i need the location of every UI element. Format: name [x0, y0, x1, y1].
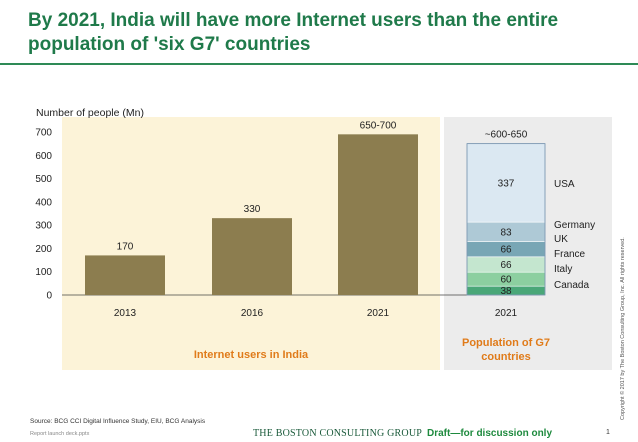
g7-segment-value: 38: [500, 286, 512, 297]
y-tick-label: 0: [46, 291, 52, 302]
g7-country-label-italy: Italy: [554, 264, 572, 275]
g7-total-label: ~600-650: [485, 130, 528, 141]
g7-group-label-line1: Population of G7: [462, 337, 550, 349]
g7-country-label-canada: Canada: [554, 280, 589, 291]
g7-group-label-line2: countries: [481, 351, 531, 363]
page-title: By 2021, India will have more Internet u…: [28, 10, 559, 55]
india-value-label: 330: [244, 204, 261, 215]
y-tick-label: 100: [35, 267, 52, 278]
india-bar-2016: [212, 218, 292, 295]
bcg-logo: THE BOSTON CONSULTING GROUP: [253, 428, 423, 439]
x-tick-label: 2016: [241, 308, 264, 319]
g7-segment-value: 66: [500, 245, 512, 256]
g7-segment-value: 83: [500, 227, 512, 238]
g7-country-label-france: France: [554, 249, 586, 260]
y-tick-label: 600: [35, 151, 52, 162]
india-value-label: 170: [117, 241, 134, 252]
y-tick-label: 400: [35, 197, 52, 208]
y-tick-label: 200: [35, 244, 52, 255]
g7-segment-usa: [466, 143, 546, 223]
y-tick-label: 500: [35, 174, 52, 185]
copyright-note: Copyright © 2017 by The Boston Consultin…: [620, 237, 626, 420]
g7-total-outline: [466, 143, 546, 296]
x-tick-label: 2021: [367, 308, 390, 319]
source-note: Source: BCG CCI Digital Influence Study,…: [30, 418, 206, 425]
g7-segment-value: 66: [500, 260, 512, 271]
india-bar-2013: [85, 255, 165, 295]
y-axis-label: Number of people (Mn): [36, 107, 144, 119]
g7-country-label-germany: Germany: [554, 220, 595, 231]
x-tick-label: 2021: [495, 308, 518, 319]
title-divider: [0, 63, 638, 65]
page-number: 1: [606, 429, 610, 436]
y-tick-label: 300: [35, 221, 52, 232]
x-tick-label: 2013: [114, 308, 137, 319]
g7-country-label-uk: UK: [554, 234, 568, 245]
g7-segment-value: 337: [498, 178, 515, 189]
file-name: Report launch deck.pptx: [30, 431, 90, 437]
g7-segment-value: 60: [500, 275, 512, 286]
g7-country-label-usa: USA: [554, 179, 575, 190]
india-value-label: 650-700: [360, 120, 397, 131]
india-bar-2021: [338, 134, 418, 295]
india-group-label: Internet users in India: [194, 349, 309, 361]
y-tick-label: 700: [35, 128, 52, 139]
draft-label: Draft—for discussion only: [427, 428, 553, 439]
